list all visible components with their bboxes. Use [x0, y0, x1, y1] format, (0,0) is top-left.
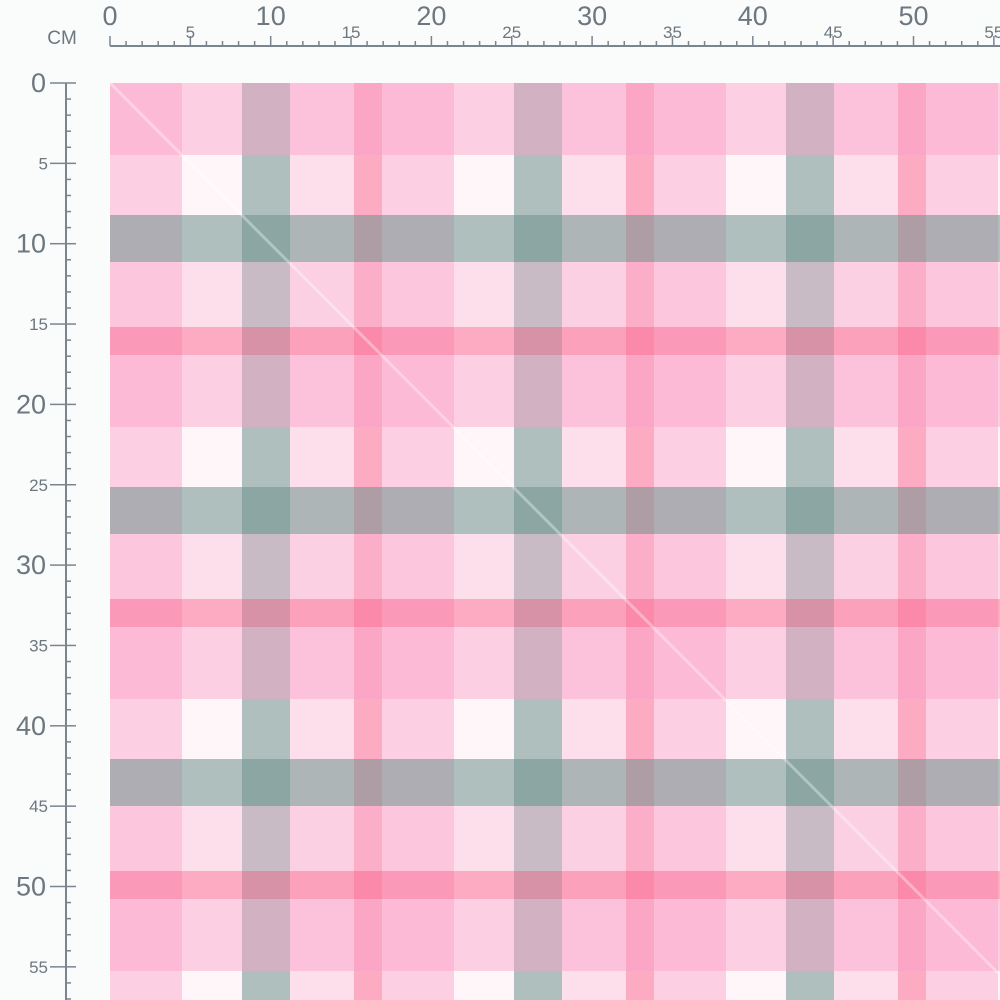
top-ruler-label: 0 — [102, 1, 117, 31]
left-ruler-label: 35 — [29, 636, 48, 655]
left-ruler-label: 55 — [29, 958, 48, 977]
left-ruler-label: 20 — [16, 389, 46, 419]
left-ruler-label: 30 — [16, 550, 46, 580]
top-ruler-label: 10 — [256, 1, 286, 31]
sheen — [108, 81, 1000, 977]
left-ruler-label: 40 — [16, 711, 46, 741]
top-ruler: 0 5 10 15 20 25 30 35 40 45 50 55 — [102, 1, 1000, 47]
top-ruler-label: 5 — [186, 23, 195, 42]
left-ruler-label: 10 — [16, 229, 46, 259]
top-ruler-label: 20 — [416, 1, 446, 31]
top-ruler-label: 40 — [738, 1, 768, 31]
left-ruler-label: 45 — [29, 797, 48, 816]
top-ruler-label: 25 — [502, 23, 521, 42]
left-ruler: 0 5 10 15 20 25 30 35 40 45 50 55 — [16, 68, 76, 1000]
left-ruler-label: 50 — [16, 872, 46, 902]
top-ruler-label: 50 — [898, 1, 928, 31]
unit-label: CM — [47, 28, 77, 49]
top-ruler-label: 45 — [824, 23, 843, 42]
top-ruler-label: 15 — [342, 23, 361, 42]
left-ruler-label: 15 — [29, 315, 48, 334]
left-ruler-label: 0 — [31, 68, 46, 98]
plaid-fabric — [110, 83, 1000, 1000]
top-ruler-label: 55 — [984, 23, 1000, 42]
left-ruler-label: 25 — [29, 476, 48, 495]
left-ruler-label: 5 — [39, 154, 48, 173]
top-ruler-label: 35 — [663, 23, 682, 42]
top-ruler-label: 30 — [577, 1, 607, 31]
